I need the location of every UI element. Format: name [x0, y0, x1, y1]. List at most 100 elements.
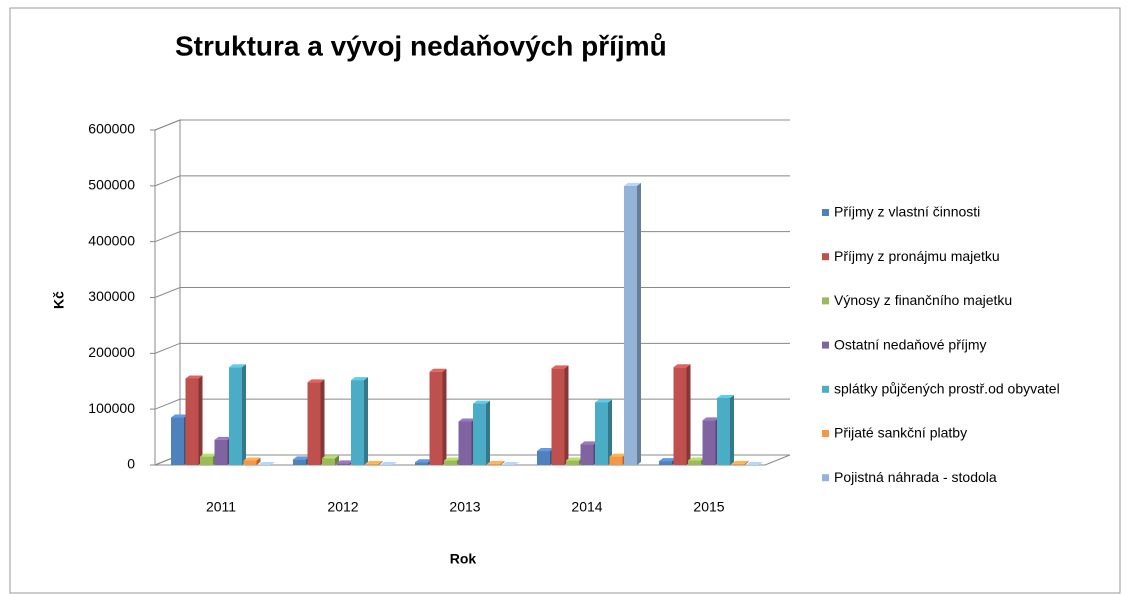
bar [624, 185, 637, 466]
bar-group [307, 379, 325, 465]
legend-swatch [822, 430, 829, 437]
bar-side [564, 365, 569, 465]
bar-top [243, 457, 261, 461]
bar-side [500, 460, 505, 465]
bar-top [502, 462, 519, 465]
x-tick-label: 2013 [449, 499, 480, 515]
bar-top [609, 453, 627, 457]
bar-group [380, 462, 397, 465]
bar [322, 458, 335, 465]
bar-top [322, 455, 339, 459]
bar-top [473, 400, 490, 404]
bar-top [702, 417, 720, 421]
bar [551, 368, 565, 465]
bar-side [378, 460, 383, 465]
bar [185, 378, 199, 465]
bar [702, 420, 716, 465]
bar [595, 402, 608, 465]
legend-label: splátky půjčených prostř.od obyvatel [834, 381, 1060, 397]
bar-group [200, 453, 217, 465]
bar [487, 463, 501, 465]
grid-line [150, 119, 790, 131]
bar-side [637, 182, 641, 466]
bar-top [566, 457, 583, 461]
bar-group [566, 457, 583, 465]
bar-top [429, 368, 447, 372]
bar-top [444, 457, 461, 461]
bar-group [322, 455, 339, 465]
bar-top [258, 462, 275, 465]
bar [365, 463, 379, 465]
y-tick-label: 100000 [88, 400, 135, 416]
bar-side [686, 364, 691, 465]
y-tick-label: 500000 [88, 177, 135, 193]
bar [673, 367, 687, 465]
bar-group [624, 182, 641, 466]
bar-top [688, 457, 705, 461]
legend-swatch [822, 297, 829, 305]
bar-top [415, 459, 432, 463]
bar-side [744, 460, 749, 465]
grid-line [150, 398, 790, 410]
bar-top [731, 460, 749, 464]
bar-group [229, 364, 246, 465]
bar [415, 462, 428, 465]
legend-label: Příjmy z pronájmu majetku [834, 248, 1000, 264]
bar [717, 398, 730, 465]
bar [688, 460, 701, 465]
grid-line [150, 287, 790, 298]
bar-top [229, 364, 246, 368]
bar-group [444, 457, 461, 465]
y-tick-label: 400000 [88, 232, 135, 248]
bar-group [702, 417, 720, 465]
bar-top [293, 456, 310, 460]
bar-top [200, 453, 217, 457]
bar [171, 417, 184, 465]
bar-group [688, 457, 705, 465]
bar-top [487, 460, 505, 464]
legend-label: Ostatní nedaňové příjmy [834, 336, 987, 352]
bar-group [185, 375, 203, 465]
bar-side [364, 377, 368, 465]
bar-group [473, 400, 490, 465]
bar [200, 456, 213, 465]
bar-side [486, 400, 490, 465]
bar-side [608, 399, 612, 465]
bar-top [307, 379, 325, 383]
bar-top [746, 462, 763, 465]
bar-side [242, 364, 246, 465]
bar-group [609, 453, 627, 465]
y-tick-label: 300000 [88, 288, 135, 304]
bar-group [487, 460, 505, 465]
bar [659, 461, 672, 465]
bar-top [336, 460, 354, 464]
x-tick-label: 2012 [327, 499, 358, 515]
bar [731, 463, 745, 465]
bar-top [171, 414, 188, 418]
bar-group [458, 418, 476, 465]
bar [229, 367, 242, 465]
bar-top [595, 399, 612, 403]
bar-group [551, 365, 569, 465]
bar [537, 451, 550, 465]
bar-top [380, 462, 397, 465]
chart-frame [9, 7, 1121, 594]
bar [293, 459, 306, 465]
grid-line [150, 231, 790, 243]
bar-group [746, 462, 763, 465]
x-axis-label: Rok [450, 551, 477, 567]
bar [580, 444, 594, 465]
bar-top [580, 441, 598, 445]
legend-label: Výnosy z finančního majetku [834, 292, 1012, 308]
bar-group [595, 399, 612, 465]
bar-top [185, 375, 203, 379]
legend-label: Přijaté sankční platby [834, 425, 967, 441]
bar [243, 460, 257, 465]
bar-top [214, 436, 232, 440]
bar [566, 460, 579, 465]
legend-label: Pojistná náhrada - stodola [834, 469, 997, 485]
grid-line [150, 175, 790, 187]
bar-side [442, 368, 447, 465]
bar-group [537, 448, 554, 465]
